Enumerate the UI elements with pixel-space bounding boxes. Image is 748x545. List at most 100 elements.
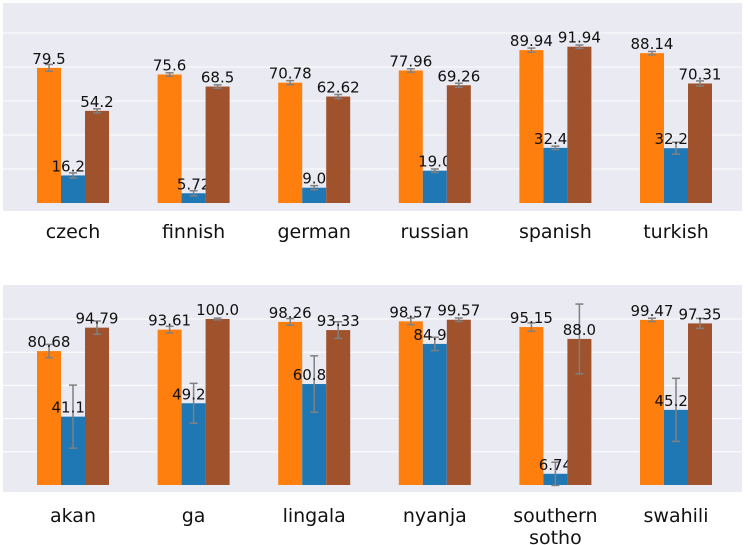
bar-bottom-southern-sotho-series-1 xyxy=(519,327,544,485)
bar-top-spanish-series-3 xyxy=(567,46,592,204)
data-label: 88.14 xyxy=(631,35,674,53)
data-label: 70.31 xyxy=(679,65,722,83)
bar-top-spanish-series-1 xyxy=(519,50,544,203)
error-bar xyxy=(189,189,198,197)
error-bar xyxy=(406,317,415,326)
data-label: 88.0 xyxy=(563,321,596,339)
error-bar xyxy=(648,317,656,323)
bar-bottom-ga-series-3 xyxy=(205,319,230,485)
bar-top-german-series-1 xyxy=(278,82,303,203)
data-label: 62.62 xyxy=(317,79,360,97)
bar-bottom-swahili-series-1 xyxy=(640,319,664,485)
bar-top-finnish-series-3 xyxy=(205,86,230,203)
bar-top-german-series-3 xyxy=(326,96,351,203)
error-bar xyxy=(213,84,222,89)
plot-background xyxy=(3,3,742,211)
category-label: turkish xyxy=(643,221,709,243)
error-bar xyxy=(696,317,704,330)
error-bar xyxy=(310,355,319,413)
bar-bottom-swahili-series-3 xyxy=(688,323,712,485)
error-bar xyxy=(551,145,560,151)
error-bar xyxy=(334,93,343,100)
category-label: swahili xyxy=(644,505,709,527)
error-bar xyxy=(430,336,439,352)
error-bar xyxy=(310,184,319,191)
data-label: 68.5 xyxy=(201,69,234,87)
data-label: 89.94 xyxy=(510,32,553,50)
data-label: 98.26 xyxy=(269,304,312,322)
error-bar xyxy=(575,303,584,375)
error-bar xyxy=(286,317,295,326)
data-label: 80.68 xyxy=(28,333,71,351)
data-label: 84.99 xyxy=(413,326,456,344)
data-label: 95.15 xyxy=(510,309,553,327)
error-bar xyxy=(69,172,77,179)
category-label: finnish xyxy=(162,221,225,243)
bar-top-russian-series-1 xyxy=(398,70,423,203)
bar-bottom-lingala-series-3 xyxy=(326,330,351,485)
error-bar xyxy=(189,382,198,424)
error-bar xyxy=(454,317,463,323)
category-label: southern sotho xyxy=(513,505,597,545)
bar-top-czech-series-2 xyxy=(61,175,85,203)
bar-top-czech-series-3 xyxy=(85,110,109,203)
data-label: 99.47 xyxy=(631,302,674,320)
error-bar xyxy=(406,68,415,73)
category-label: lingala xyxy=(283,505,346,527)
bar-bottom-akan-series-1 xyxy=(37,351,61,485)
error-bar xyxy=(45,343,53,359)
data-label: 97.35 xyxy=(679,305,722,323)
data-label: 32.44 xyxy=(534,130,577,148)
data-label: 70.78 xyxy=(269,65,312,83)
error-bar xyxy=(165,325,174,334)
data-label: 79.5 xyxy=(32,50,65,68)
bar-bottom-nyanja-series-1 xyxy=(398,321,423,485)
data-label: 77.96 xyxy=(389,52,432,70)
error-bar xyxy=(93,108,101,114)
data-label: 16.22 xyxy=(52,157,95,175)
data-label: 75.6 xyxy=(153,56,186,74)
error-bar xyxy=(527,322,536,332)
bar-top-german-series-2 xyxy=(302,187,327,203)
category-label: czech xyxy=(46,221,101,243)
bar-bottom-nyanja-series-2 xyxy=(422,343,447,485)
data-label: 45.26 xyxy=(655,392,698,410)
data-label: 19.0 xyxy=(418,153,451,171)
data-label: 60.83 xyxy=(293,366,336,384)
error-bar xyxy=(696,80,704,87)
data-label: 100.0 xyxy=(196,301,239,319)
error-bar xyxy=(672,377,680,443)
error-bar xyxy=(430,168,439,174)
bar-top-spanish-series-2 xyxy=(543,147,568,203)
data-label: 49.24 xyxy=(172,385,215,403)
category-label: german xyxy=(277,221,350,243)
error-bar xyxy=(165,72,174,77)
data-label: 69.26 xyxy=(437,67,480,85)
error-bar xyxy=(93,320,101,336)
bar-top-turkish-series-2 xyxy=(664,148,688,203)
bar-top-turkish-series-3 xyxy=(688,83,712,203)
bar-top-russian-series-3 xyxy=(446,85,471,203)
data-label: 41.18 xyxy=(52,399,95,417)
bar-top-russian-series-2 xyxy=(422,170,447,203)
data-label: 94.79 xyxy=(76,310,119,328)
error-bar xyxy=(527,47,536,53)
data-label: 93.61 xyxy=(148,312,191,330)
data-label: 98.57 xyxy=(389,303,432,321)
error-bar xyxy=(45,63,53,72)
data-label: 93.33 xyxy=(317,312,360,330)
data-label: 9.0 xyxy=(302,170,326,188)
bar-bottom-lingala-series-1 xyxy=(278,321,303,485)
bar-top-turkish-series-1 xyxy=(640,53,664,203)
category-label: spanish xyxy=(519,221,592,243)
error-bar xyxy=(213,317,222,321)
error-bar xyxy=(672,141,680,155)
category-label: akan xyxy=(50,505,96,527)
category-label: ga xyxy=(182,505,206,527)
data-label: 32.23 xyxy=(655,130,698,148)
error-bar xyxy=(551,461,560,487)
error-bar xyxy=(286,79,295,86)
data-label: 5.72 xyxy=(177,175,210,193)
bar-bottom-nyanja-series-3 xyxy=(446,319,471,485)
